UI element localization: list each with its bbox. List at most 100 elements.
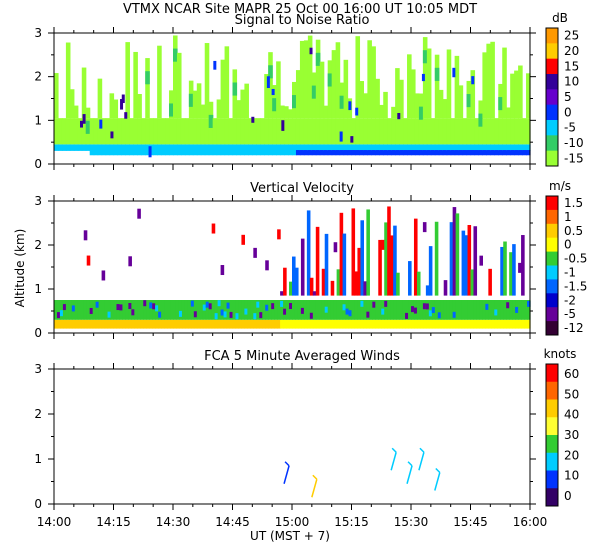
vv-cell <box>146 319 150 329</box>
snr-cell <box>315 39 321 119</box>
vv-cell <box>509 319 513 329</box>
snr-cell <box>268 65 273 79</box>
vv-cell <box>357 247 362 296</box>
snr-cell <box>69 144 75 151</box>
vv-cell <box>461 230 466 296</box>
snr-cell <box>323 118 329 145</box>
snr-cell <box>240 89 245 119</box>
vv-cell <box>309 300 314 320</box>
vv-cell <box>125 319 129 329</box>
colorbar-swatch <box>546 223 558 239</box>
colorbar-swatch <box>546 364 558 383</box>
snr-cell <box>450 144 456 151</box>
wind-barb <box>283 465 290 484</box>
units-label: dB <box>552 11 568 25</box>
snr-cell <box>73 105 79 119</box>
vv-cell <box>202 304 207 311</box>
colorbar-swatch <box>546 135 558 152</box>
snr-cell <box>121 144 126 151</box>
snr-cell <box>438 118 444 145</box>
snr-cell <box>192 150 198 156</box>
vv-cell <box>292 300 296 320</box>
snr-cell <box>395 150 400 156</box>
vv-cell <box>208 319 213 329</box>
vv-cell <box>241 234 245 245</box>
wind-barb <box>418 452 425 471</box>
snr-cell <box>418 93 424 119</box>
vv-cell <box>247 319 251 329</box>
vv-cell <box>512 244 516 296</box>
snr-cell <box>414 93 420 119</box>
vv-cell <box>74 300 79 320</box>
snr-cell <box>292 144 297 151</box>
snr-cell <box>411 69 416 119</box>
vv-cell <box>497 319 501 329</box>
snr-cell <box>478 113 483 127</box>
snr-cell <box>446 49 452 119</box>
snr-cell <box>200 144 206 151</box>
vv-cell <box>416 271 421 296</box>
snr-cell <box>474 150 480 156</box>
vv-cell <box>411 306 415 313</box>
vv-cell <box>77 319 82 329</box>
vv-cell <box>116 319 121 329</box>
vv-cell <box>434 300 439 320</box>
x-tick-label: 15:30 <box>394 515 429 529</box>
wind-barb <box>311 479 318 498</box>
snr-cell <box>514 150 519 156</box>
snr-cell <box>351 150 357 156</box>
vv-cell <box>71 305 76 312</box>
vv-cell <box>128 300 132 320</box>
vv-cell <box>101 270 106 281</box>
snr-cell <box>276 150 281 156</box>
snr-cell <box>375 150 380 156</box>
snr-cell <box>173 144 178 151</box>
snr-cell <box>442 150 448 156</box>
plot-area <box>54 35 531 158</box>
vv-cell <box>393 319 397 329</box>
snr-cell <box>216 118 222 145</box>
snr-cell <box>327 60 333 119</box>
vv-cell <box>402 300 406 320</box>
vv-cell <box>98 319 103 329</box>
vv-cell <box>98 300 103 320</box>
vv-cell <box>488 319 492 329</box>
colorbar-label: 10 <box>564 469 579 483</box>
vv-cell <box>306 210 311 296</box>
vv-cell <box>422 303 427 310</box>
snr-cell <box>478 144 483 151</box>
snr-cell <box>125 42 130 119</box>
vv-cell <box>244 319 248 329</box>
snr-cell <box>299 118 305 145</box>
snr-cell <box>458 144 464 151</box>
snr-cell <box>288 150 293 156</box>
snr-cell <box>502 150 507 156</box>
vv-cell <box>384 319 388 329</box>
snr-cell <box>494 118 499 145</box>
vv-cell <box>196 300 201 320</box>
vv-cell <box>470 269 475 296</box>
vv-cell <box>321 319 326 329</box>
vv-cell <box>268 300 272 320</box>
vv-cell <box>467 224 472 296</box>
vv-cell <box>149 319 153 329</box>
snr-cell <box>54 73 59 119</box>
snr-feature <box>251 116 255 123</box>
vv-cell <box>152 319 156 329</box>
vv-cell <box>411 319 415 329</box>
vv-cell <box>464 319 469 329</box>
snr-cell <box>208 150 214 156</box>
colorbar-swatch <box>546 43 558 60</box>
snr-cell <box>97 150 103 156</box>
vv-cell <box>366 300 370 320</box>
snr-cell <box>169 150 174 156</box>
snr-cell <box>375 78 380 119</box>
vv-cell <box>62 319 67 329</box>
plot-area <box>283 447 441 498</box>
vv-cell <box>128 303 132 310</box>
snr-cell <box>149 118 154 145</box>
snr-cell <box>125 150 130 156</box>
vv-cell <box>155 319 159 329</box>
snr-cell <box>502 144 507 151</box>
vv-cell <box>315 300 320 320</box>
